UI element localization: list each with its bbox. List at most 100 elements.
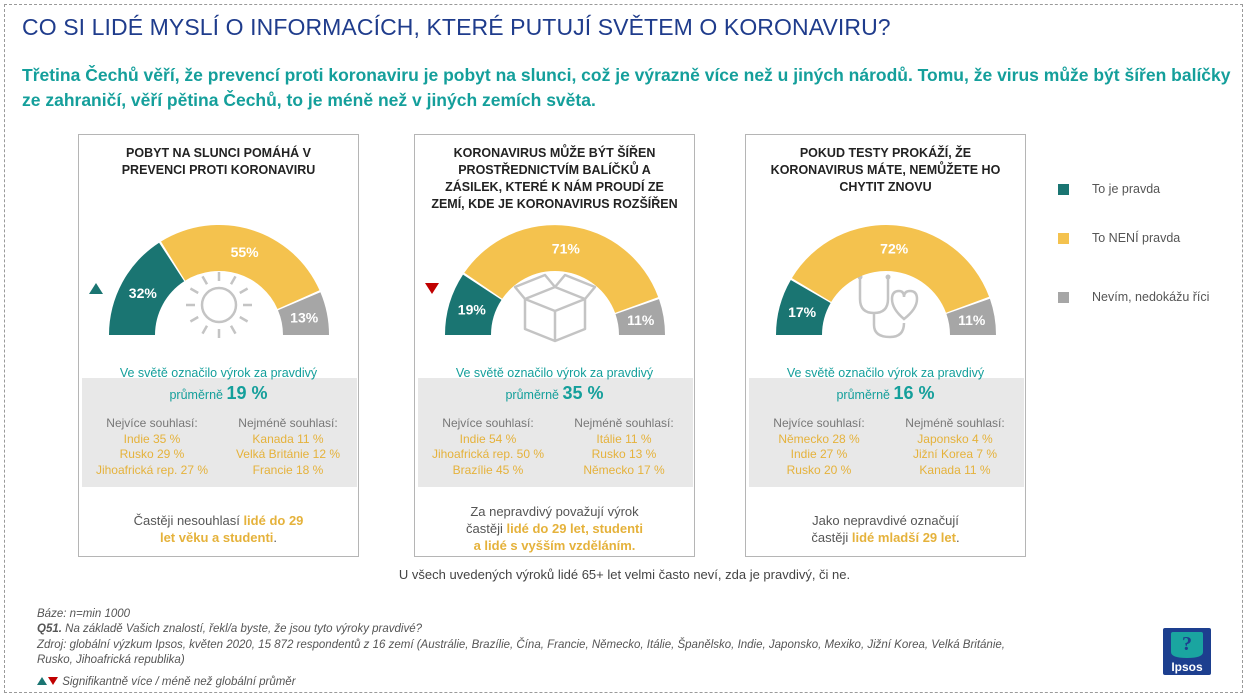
- note-text: Za nepravdivý považují výrok: [470, 504, 639, 519]
- country-item: Francie 18 %: [252, 462, 324, 477]
- gauge-title-line: PREVENCI PROTI KORONAVIRU: [121, 163, 316, 177]
- note-text: Častěji nesouhlasí: [133, 513, 244, 528]
- note-text: .: [273, 530, 278, 545]
- world-average-prefix: průměrně: [836, 388, 890, 402]
- country-item: Rusko 29 %: [119, 447, 185, 461]
- country-item: Indie 35 %: [123, 431, 181, 446]
- gauge-value-label: 17%: [788, 304, 817, 320]
- country-item: Rusko 20 %: [786, 462, 852, 477]
- world-average-value-line: průměrně 16 %: [746, 383, 1025, 404]
- world-average-value-line: průměrně 35 %: [415, 383, 694, 404]
- note-highlight: lidé do 29: [243, 513, 304, 528]
- country-item: Indie 27 %: [790, 447, 848, 461]
- list-header: Nejméně souhlasí:: [574, 416, 674, 430]
- legend-swatch-true: [1058, 184, 1069, 195]
- gauge-segment-false: [791, 225, 990, 313]
- country-item: Německo 17 %: [583, 462, 665, 477]
- list-header: Nejvíce souhlasí:: [773, 416, 865, 430]
- world-average-label: Ve světě označilo výrok za pravdivý: [786, 366, 985, 380]
- page-subtitle: Třetina Čechů věří, že prevencí proti ko…: [22, 65, 1231, 110]
- least-agree-list: Nejméně souhlasí: Itálie 11 % Rusko 13 % Ně…: [555, 416, 693, 478]
- gauge-value-label: 55%: [231, 244, 260, 260]
- note-text: častěji: [811, 530, 852, 545]
- gauge-segment-false: [161, 224, 320, 309]
- legend-label-dontknow: Nevím, nedokážu říci: [1092, 290, 1210, 304]
- gauge-segment-true: [444, 274, 502, 335]
- segment-note: Za nepravdivý považují výrok častěji lidé…: [415, 503, 694, 554]
- country-item: Kanada 11 %: [919, 462, 991, 477]
- world-average-value: 19 %: [226, 383, 268, 403]
- country-stats-box: [749, 378, 1024, 487]
- gauge-title-line: CHYTIT ZNOVU: [839, 180, 932, 194]
- significance-up-icon: [89, 283, 103, 294]
- ipsos-logo-text: Ipsos: [1171, 660, 1203, 674]
- least-agree-list: Nejméně souhlasí: Kanada 11 % Velká Britán…: [219, 416, 357, 478]
- gauge-panel-reinfection: POKUD TESTY PROKÁŽÍ, ŽE KORONAVIRUS MÁTE,…: [745, 134, 1026, 557]
- gauge-value-label: 71%: [552, 241, 581, 257]
- bottom-note: U všech uvedených výroků lidé 65+ let ve…: [398, 567, 851, 582]
- gauge-title-line: ZÁSILEK, KTERÉ K NÁM PROUDÍ ZE: [445, 180, 664, 194]
- box-icon: [513, 273, 597, 343]
- legend-label-false: To NENÍ pravda: [1092, 231, 1181, 245]
- gauge-title-line: KORONAVIRUS MŮŽE BÝT ŠÍŘEN: [453, 146, 656, 160]
- list-header: Nejméně souhlasí:: [905, 416, 1005, 430]
- gauge-value-label: 11%: [627, 312, 655, 328]
- world-average-label: Ve světě označilo výrok za pravdivý: [455, 366, 654, 380]
- least-agree-list: Nejméně souhlasí: Japonsko 4 % Jižní Korea…: [886, 416, 1024, 478]
- country-item: Německo 28 %: [778, 431, 860, 446]
- footer-question-code: Q51.: [37, 623, 62, 635]
- list-header: Nejméně souhlasí:: [238, 416, 338, 430]
- gauge-panel-packages: KORONAVIRUS MŮŽE BÝT ŠÍŘEN PROSTŘEDNICTVÍ…: [414, 134, 695, 557]
- country-stats-box: [82, 378, 357, 487]
- list-header: Nejvíce souhlasí:: [106, 416, 198, 430]
- svg-text:?: ?: [1182, 633, 1192, 655]
- gauge-title: KORONAVIRUS MŮŽE BÝT ŠÍŘEN PROSTŘEDNICTVÍ…: [415, 145, 694, 213]
- note-text: .: [955, 530, 960, 545]
- footer-significance-text: Signifikantně více / méně než globální p…: [62, 676, 296, 688]
- world-average-prefix: průměrně: [505, 388, 559, 402]
- legend-swatch-false: [1058, 233, 1069, 244]
- most-agree-list: Nejvíce souhlasí: Německo 28 % Indie 27 % R…: [750, 416, 888, 478]
- gauge-segment-dontknow: [946, 298, 996, 335]
- stethoscope-icon: [857, 274, 919, 339]
- footer-question: Q51. Na základě Vašich znalostí, řekl/a …: [37, 622, 422, 637]
- legend-label-true: To je pravda: [1092, 182, 1161, 196]
- country-item: Brazílie 45 %: [452, 462, 524, 477]
- list-header: Nejvíce souhlasí:: [442, 416, 534, 430]
- gauge-title-line: KORONAVIRUS MÁTE, NEMŮŽETE HO: [770, 163, 1001, 177]
- gauge-chart: 19% 71% 11%: [425, 225, 665, 343]
- gauge-value-label: 11%: [958, 312, 986, 328]
- gauge-segment-true: [776, 280, 831, 335]
- world-average-prefix: průměrně: [169, 388, 223, 402]
- gauge-chart: 17% 72% 11%: [776, 225, 996, 339]
- note-text: Jako nepravdivé označují: [812, 513, 959, 528]
- footer-source-2: Rusko, Jihoafrická republika): [37, 654, 185, 666]
- note-highlight: lidé mladší 29 let: [851, 530, 956, 545]
- gauge-panel-sun: POBYT NA SLUNCI POMÁHÁ V PREVENCI PROTI K…: [78, 134, 359, 557]
- segment-note: Častěji nesouhlasí lidé do 29 let věku a …: [79, 512, 358, 546]
- country-item: Jihoafrická rep. 50 %: [431, 447, 545, 461]
- country-item: Kanada 11 %: [252, 431, 324, 446]
- gauge-value-label: 72%: [880, 240, 909, 256]
- gauge-chart: 32% 55% 13%: [89, 224, 329, 338]
- footer-source: Zdroj: globální výzkum Ipsos, květen 202…: [37, 639, 1005, 651]
- country-item: Itálie 11 %: [596, 431, 652, 446]
- gauge-value-label: 32%: [129, 285, 158, 301]
- world-average-value: 35 %: [562, 383, 604, 403]
- gauge-segment-dontknow: [615, 299, 665, 335]
- world-average-value-line: průměrně 19 %: [79, 383, 358, 404]
- country-item: Jižní Korea 7 %: [912, 447, 998, 461]
- slide-frame: [4, 4, 1243, 693]
- gauge-title-line: POBYT NA SLUNCI POMÁHÁ V: [126, 146, 311, 160]
- most-agree-list: Nejvíce souhlasí: Indie 35 % Rusko 29 % Jih…: [83, 416, 221, 478]
- country-item: Indie 54 %: [459, 431, 517, 446]
- gauge-title-line: POKUD TESTY PROKÁŽÍ, ŽE: [799, 146, 972, 160]
- country-item: Jihoafrická rep. 27 %: [95, 462, 209, 477]
- gauge-segment-false: [464, 225, 659, 313]
- gauge-title-line: PROSTŘEDNICTVÍM BALÍČKŮ A: [458, 163, 651, 177]
- footer-question-text: Na základě Vašich znalostí, řekl/a byste…: [61, 623, 423, 635]
- country-item: Rusko 13 %: [591, 447, 657, 461]
- gauge-value-label: 13%: [290, 309, 319, 325]
- most-agree-list: Nejvíce souhlasí: Indie 54 % Jihoafrická r…: [419, 416, 557, 478]
- page-title: CO SI LIDÉ MYSLÍ O INFORMACÍCH, KTERÉ PU…: [22, 14, 891, 40]
